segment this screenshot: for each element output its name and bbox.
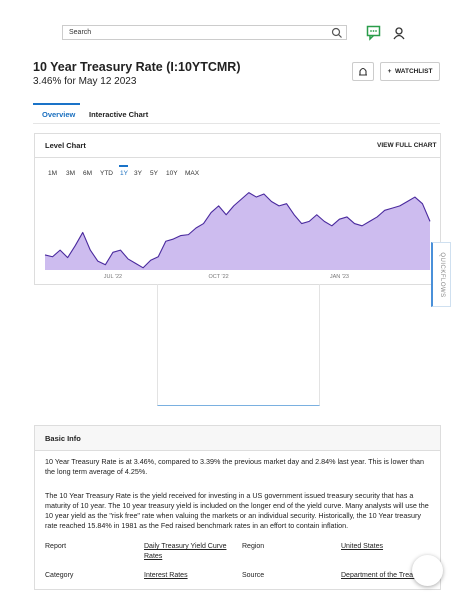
divider bbox=[34, 157, 441, 158]
range-button[interactable]: 1M bbox=[48, 170, 58, 177]
divider bbox=[33, 123, 440, 124]
tab[interactable]: Overview bbox=[42, 110, 76, 119]
info-link[interactable]: Daily Treasury Yield Curve Rates bbox=[144, 543, 227, 560]
range-button[interactable]: 6M bbox=[83, 170, 93, 177]
info-label: Region bbox=[242, 543, 265, 550]
paragraph: The 10 Year Treasury Rate is the yield r… bbox=[45, 491, 429, 530]
range-button[interactable]: 1Y bbox=[120, 170, 128, 177]
x-tick-label: OCT '22 bbox=[209, 274, 229, 280]
watchlist-label: WATCHLIST bbox=[394, 68, 433, 75]
chart: JUL '22 OCT '22 JAN '23 bbox=[44, 192, 431, 280]
quickflows-label: QUICKFLOWS bbox=[438, 251, 445, 298]
range-indicator bbox=[119, 165, 128, 167]
level-chart-card bbox=[34, 133, 441, 285]
card-title: Basic Info bbox=[45, 434, 81, 443]
paragraph: 10 Year Treasury Rate is at 3.46%, compa… bbox=[45, 457, 425, 476]
search-icon[interactable] bbox=[331, 27, 343, 39]
info-link[interactable]: Department of the Treasury bbox=[341, 572, 419, 579]
account-icon[interactable] bbox=[392, 26, 406, 40]
line bbox=[44, 192, 431, 269]
range-button[interactable]: 5Y bbox=[150, 170, 158, 177]
card-title: Level Chart bbox=[45, 141, 86, 150]
x-tick-label: JUL '22 bbox=[104, 274, 122, 280]
range-button[interactable]: 3Y bbox=[134, 170, 142, 177]
floating-button[interactable] bbox=[412, 555, 443, 586]
quickflows-tab[interactable]: QUICKFLOWS bbox=[431, 242, 451, 307]
x-tick-label: JAN '23 bbox=[330, 274, 349, 280]
range-button[interactable]: MAX bbox=[185, 170, 200, 177]
basic-info-card bbox=[34, 425, 441, 590]
subtitle: 3.46% for May 12 2023 bbox=[33, 76, 137, 87]
range-button[interactable]: 10Y bbox=[166, 170, 178, 177]
alert-button[interactable] bbox=[352, 62, 374, 81]
search-box[interactable]: Search bbox=[62, 25, 347, 40]
empty-panel bbox=[157, 284, 320, 406]
area bbox=[45, 192, 430, 270]
page-title: 10 Year Treasury Rate (I:10YTCMR) bbox=[33, 60, 241, 74]
range-button[interactable]: 3M bbox=[66, 170, 76, 177]
watchlist-button[interactable]: + WATCHLIST bbox=[380, 62, 440, 81]
info-label: Report bbox=[45, 543, 67, 550]
info-link[interactable]: United States bbox=[341, 543, 384, 550]
range-button[interactable]: YTD bbox=[100, 170, 113, 177]
plus: + bbox=[387, 68, 395, 75]
tab-indicator bbox=[33, 103, 80, 105]
info-label: Source bbox=[242, 572, 265, 579]
info-link[interactable]: Interest Rates bbox=[144, 572, 188, 579]
bell-icon bbox=[359, 67, 367, 76]
card-header bbox=[35, 426, 440, 451]
view-full-chart[interactable]: VIEW FULL CHART bbox=[377, 142, 437, 149]
tab[interactable]: Interactive Chart bbox=[89, 110, 149, 119]
chat-icon[interactable] bbox=[366, 25, 382, 41]
info-label: Category bbox=[45, 572, 74, 579]
